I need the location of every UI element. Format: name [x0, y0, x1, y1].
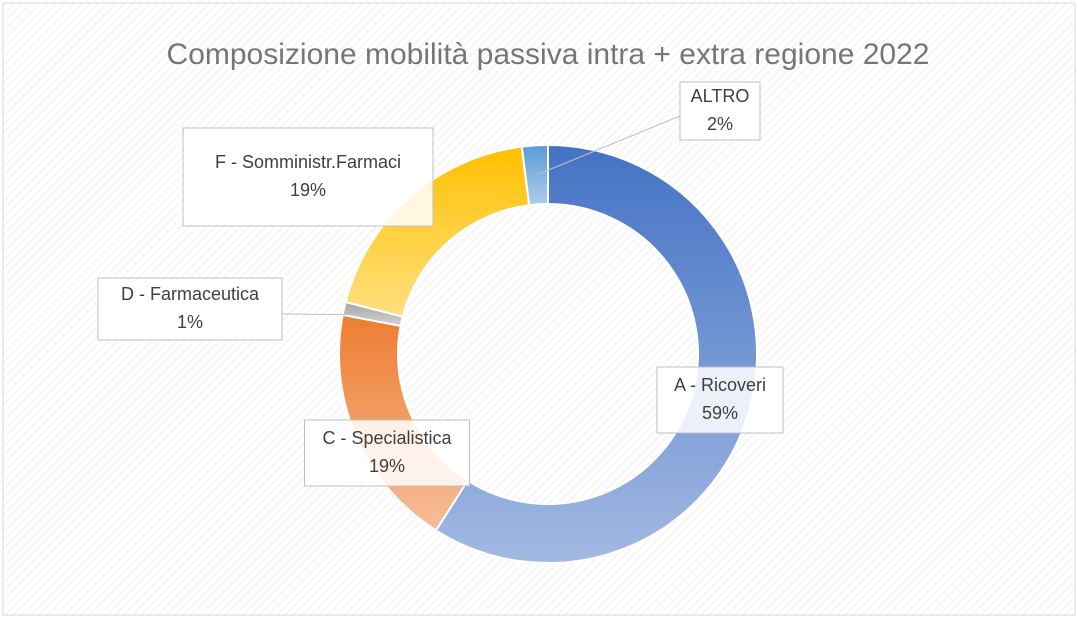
value-label: 1%	[177, 312, 203, 332]
category-label: ALTRO	[691, 86, 750, 106]
data-label-box	[97, 277, 283, 341]
labels: A - Ricoveri 59% C - Specialistica 19% D - F…	[97, 81, 784, 487]
donut-slice	[434, 143, 758, 564]
leader-line	[281, 313, 373, 316]
leader-line	[536, 115, 681, 176]
value-label: 19%	[369, 456, 405, 476]
data-label-box	[656, 366, 784, 434]
category-label: D - Farmaceutica	[121, 284, 260, 304]
category-label: A - Ricoveri	[674, 375, 766, 395]
value-label: 2%	[707, 114, 733, 134]
value-label: 59%	[702, 403, 738, 423]
category-label: C - Specialistica	[322, 428, 452, 448]
data-label-box	[182, 127, 434, 227]
donut-slice	[520, 143, 549, 207]
data-label-box	[304, 419, 470, 487]
data-label-box	[679, 81, 761, 141]
category-label: F - Somministr.Farmaci	[215, 152, 401, 172]
chart-title: Composizione mobilità passiva intra + ex…	[167, 38, 930, 71]
value-label: 19%	[290, 180, 326, 200]
